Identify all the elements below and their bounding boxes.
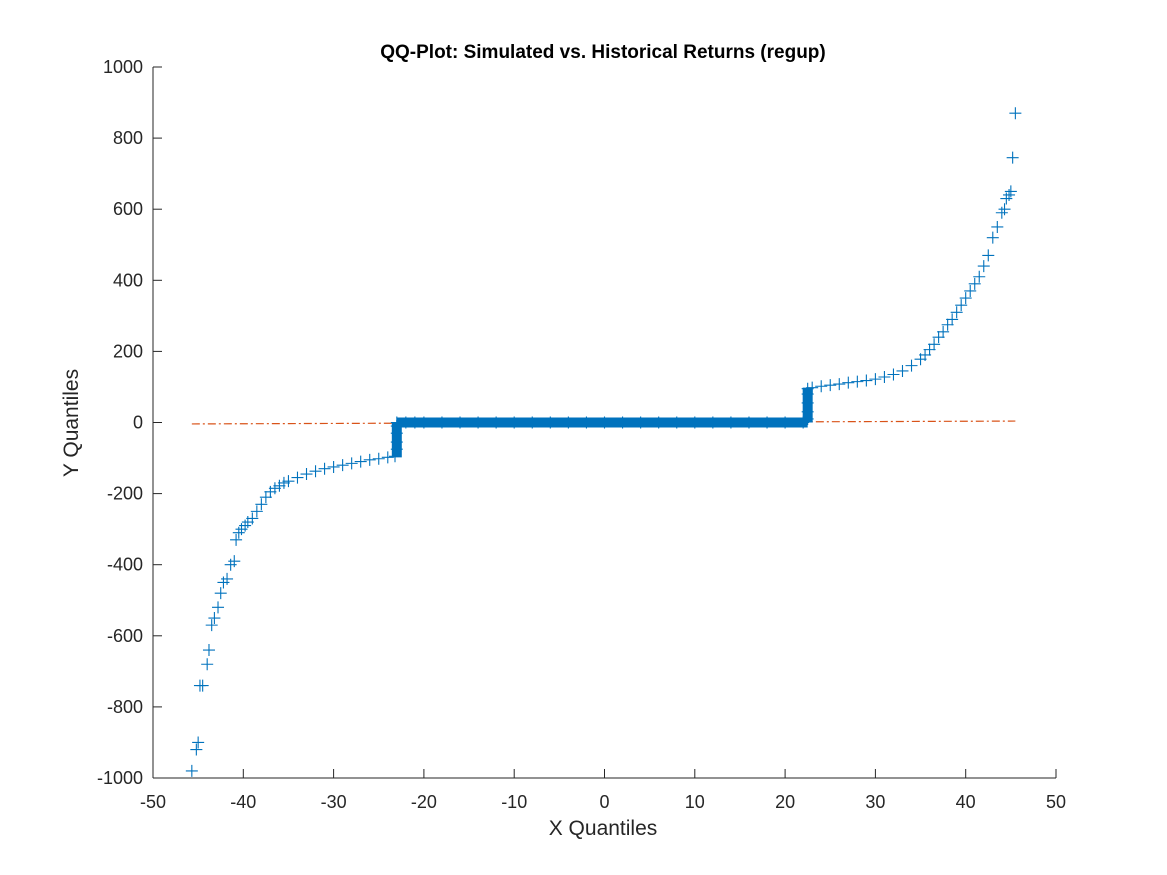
data-point [201,658,214,671]
y-tick-label: 400 [113,270,143,290]
data-point [354,455,367,468]
data-point [950,306,963,319]
data-point [824,379,837,392]
x-tick-label: 0 [599,792,609,812]
data-point [291,471,304,484]
data-point [968,277,981,290]
data-point [185,764,198,777]
y-tick-label: 0 [133,413,143,433]
data-point [208,612,221,625]
data-point [833,378,846,391]
data-point [991,220,1004,233]
y-tick-label: -200 [107,484,143,504]
data-point [202,644,215,657]
y-tick-label: -400 [107,555,143,575]
x-tick-label: -20 [411,792,437,812]
data-point [851,375,864,388]
data-point [977,260,990,273]
data-point [230,533,243,546]
y-tick-label: 1000 [103,57,143,77]
data-point [860,374,873,387]
y-tick-label: -600 [107,626,143,646]
plot-area: -50 -40 -30 -20 -10 0 10 20 30 40 50 -1000 -800 -600 -… [97,57,1066,812]
x-tick-label: -10 [501,792,527,812]
data-point [336,459,349,472]
data-point [887,368,900,381]
y-axis-label: Y Quantiles [60,369,83,477]
data-point [955,299,968,312]
data-point [345,457,358,470]
data-point [964,284,977,297]
data-point [192,736,205,749]
data-point [363,453,376,466]
data-point [1009,107,1022,120]
data-point [309,465,322,478]
x-tick-label: -30 [321,792,347,812]
data-point [205,619,218,632]
x-tick-label: -40 [230,792,256,812]
data-point [869,373,882,386]
data-point [255,498,268,511]
x-tick-label: 10 [685,792,705,812]
data-point [246,512,259,525]
data-point [959,292,972,305]
data-point [250,505,263,518]
x-tick-label: 20 [775,792,795,812]
y-tick-label: 600 [113,199,143,219]
chart-title: QQ-Plot: Simulated vs. Historical Return… [380,42,826,63]
data-point [973,270,986,283]
data-point [190,743,203,756]
data-point [221,572,234,585]
data-point [214,587,227,600]
data-point [212,601,225,614]
y-tick-label: 200 [113,341,143,361]
y-tick-label: 800 [113,128,143,148]
data-point [815,380,828,393]
data-point [318,462,331,475]
data-point [228,555,241,568]
data-point [327,460,340,473]
data-point [1006,151,1019,164]
data-point [282,475,295,488]
y-tick-label: -800 [107,697,143,717]
x-tick-label: 50 [1046,792,1066,812]
x-tick-label: -50 [140,792,166,812]
data-point [905,359,918,372]
data-point [937,325,950,338]
data-point [982,249,995,262]
data-point [381,451,394,464]
x-axis-label: X Quantiles [549,817,658,840]
y-tick-label: -1000 [97,768,143,788]
data-point [998,203,1011,216]
x-tick-label: 30 [865,792,885,812]
data-point [896,364,909,377]
data-point [372,452,385,465]
x-tick-label: 40 [956,792,976,812]
data-point [300,468,313,481]
data-point [946,313,959,326]
data-point [878,370,891,383]
data-point [1004,185,1017,198]
data-point [986,231,999,244]
data-point [842,376,855,389]
data-point [928,338,941,351]
data-point [196,679,209,692]
